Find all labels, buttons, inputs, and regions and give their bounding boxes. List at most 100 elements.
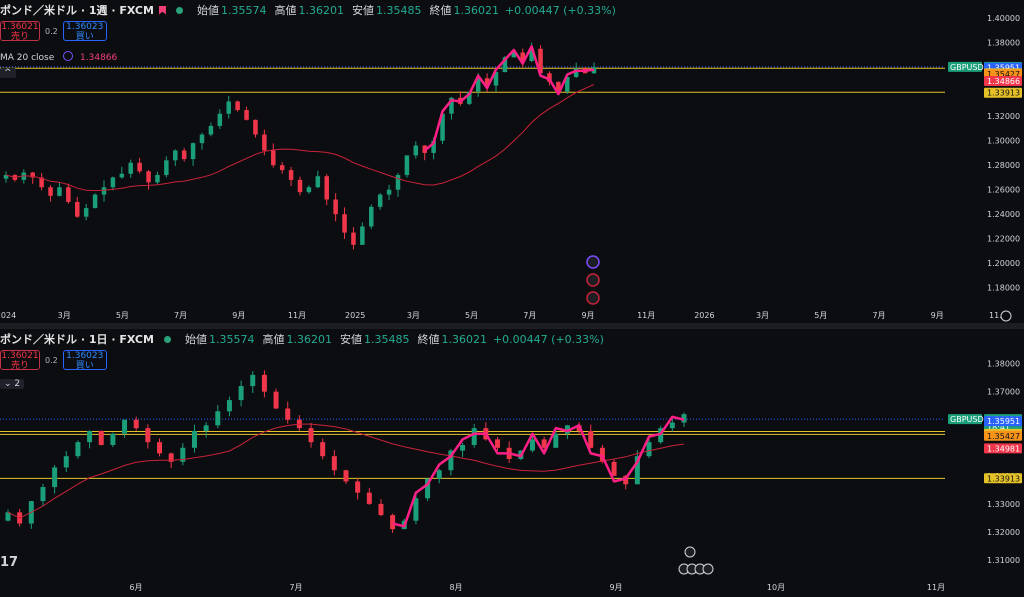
candle-body: [564, 425, 570, 434]
candle: [164, 156, 169, 178]
candle: [157, 438, 163, 457]
candle-body: [250, 374, 256, 387]
flag-icon[interactable]: [158, 5, 166, 15]
price-tag-countdown: 18:41: [987, 423, 1010, 432]
candle: [145, 424, 151, 449]
sell-price: 1.36021: [1, 351, 39, 361]
candle: [308, 422, 314, 448]
weekly-chart-pane[interactable]: 1.400001.380001.360001.340001.320001.300…: [0, 0, 1024, 324]
price-tags: 1.360214d 1h1.359511.354951.354271.34866…: [948, 61, 1022, 98]
candle: [333, 193, 338, 222]
candle: [191, 424, 197, 453]
candle-body: [315, 176, 321, 188]
candle-body: [467, 91, 472, 104]
buy-price: 1.36023: [66, 351, 104, 361]
price-tag-label: 1.35951: [987, 64, 1020, 73]
weekly-chart-canvas[interactable]: 1.400001.380001.360001.340001.320001.300…: [0, 0, 1024, 324]
candle: [611, 459, 617, 477]
candle-body: [87, 430, 93, 443]
collapse-chevron-icon[interactable]: ^: [0, 68, 16, 78]
candles: [3, 42, 597, 250]
candle: [173, 149, 178, 166]
candle-body: [271, 150, 276, 166]
close-label: 終値: [417, 333, 440, 346]
candle-body: [285, 408, 291, 420]
candle-body: [471, 428, 477, 445]
spread-value: 0.2: [45, 26, 58, 36]
candle-body: [541, 439, 547, 448]
buy-button[interactable]: 1.36023 買い: [62, 21, 107, 42]
sell-label: 売り: [10, 361, 29, 371]
candle: [538, 45, 543, 74]
candle: [244, 106, 249, 121]
buy-button[interactable]: 1.36023 買い: [62, 350, 107, 371]
candle-body: [460, 444, 466, 451]
economic-event-icon: [586, 291, 600, 305]
low-label: 安値: [351, 4, 374, 17]
candles: [5, 370, 687, 533]
daily-chart-pane[interactable]: 1.380001.370001.360001.350001.340001.330…: [0, 329, 1024, 597]
candle-body: [48, 187, 53, 196]
daily-chart-canvas[interactable]: 1.380001.370001.360001.350001.340001.330…: [0, 329, 1024, 597]
candle: [119, 166, 125, 179]
price-tag-label: 1.33913: [987, 474, 1020, 483]
candle-body: [331, 456, 337, 471]
candle-body: [199, 134, 205, 144]
daily-open-value: 1.35574: [208, 332, 255, 346]
weekly-symbol-title[interactable]: ポンド／米ドル · 1週 · FXCM: [0, 4, 154, 17]
candle: [110, 432, 116, 448]
candle-body: [235, 101, 240, 111]
candle: [297, 176, 303, 196]
price-axis: 1.400001.380001.360001.340001.320001.300…: [987, 14, 1020, 293]
candle: [599, 444, 605, 464]
candle-body: [155, 174, 160, 183]
daily-symbol-title[interactable]: ポンド／米ドル · 1日 · FXCM: [0, 333, 154, 346]
candle-body: [556, 81, 561, 92]
tradingview-logo[interactable]: 17: [0, 555, 19, 570]
ma-indicator-legend[interactable]: MA 20 close 1.34866: [0, 51, 117, 63]
price-axis-tick: 1.26000: [987, 186, 1020, 195]
price-tag: [984, 473, 1022, 484]
candle-body: [168, 453, 174, 462]
buy-price: 1.36023: [66, 22, 104, 32]
economic-event-icon: [586, 255, 600, 269]
price-tag: [984, 430, 1022, 441]
candle-body: [226, 400, 232, 412]
economic-event-icon: [586, 273, 600, 287]
candle: [238, 380, 244, 407]
candle: [52, 465, 58, 494]
candle: [75, 197, 80, 218]
candle-body: [547, 73, 552, 82]
candle-body: [404, 155, 410, 175]
candle: [288, 166, 294, 187]
candle: [92, 193, 98, 209]
pane-separator[interactable]: [0, 323, 1024, 329]
time-axis-tick: 9月: [931, 311, 944, 320]
candle-body: [390, 515, 396, 530]
sell-price: 1.36021: [1, 22, 39, 32]
sell-button[interactable]: 1.36021 売り: [0, 350, 40, 371]
chevron-down-icon: ⌄: [4, 379, 12, 389]
economic-event-icon: [702, 563, 714, 575]
candle-body: [449, 97, 454, 114]
candle: [320, 438, 326, 460]
weekly-high-value: 1.36201: [298, 3, 344, 17]
indicator-settings-icon[interactable]: [63, 51, 74, 61]
candle-body: [484, 78, 490, 86]
candle: [343, 469, 349, 485]
candle-body: [448, 450, 454, 471]
open-label: 始値: [184, 333, 207, 346]
candle-body: [599, 447, 605, 462]
candle: [495, 436, 501, 451]
candle: [128, 159, 133, 178]
sell-button[interactable]: 1.36021 売り: [0, 21, 40, 42]
candle: [180, 443, 186, 466]
candle-body: [646, 442, 652, 457]
candle-body: [133, 419, 139, 429]
candle-body: [634, 456, 640, 485]
candle: [448, 448, 454, 476]
candle-body: [75, 201, 80, 217]
candle-body: [669, 422, 675, 429]
indicators-toggle-button[interactable]: ⌄ 2: [0, 379, 25, 389]
ma-indicator-value: 1.34866: [80, 53, 118, 63]
